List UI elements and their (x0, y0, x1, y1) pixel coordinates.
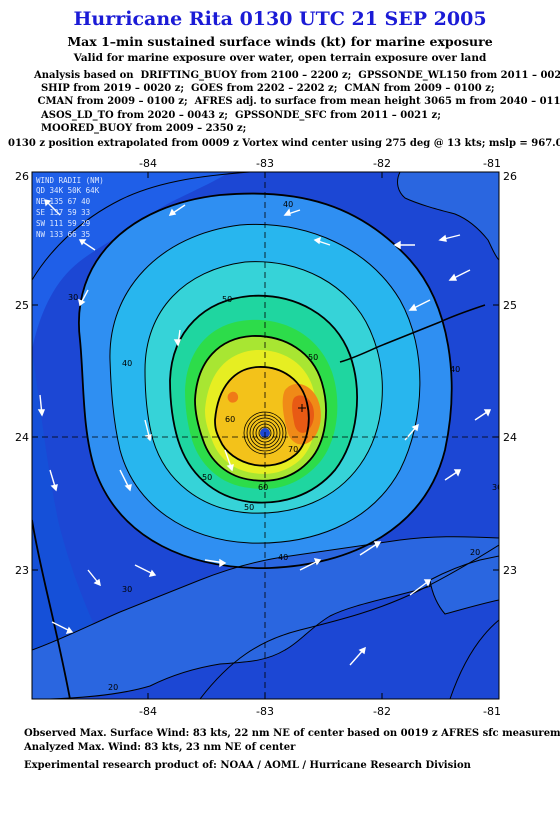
contour-label: 30 (68, 293, 78, 302)
lat-label: 24 (15, 431, 29, 444)
lat-labels-left: 26 25 24 23 (15, 170, 29, 577)
analysis-line: SHIP from 2019 – 0020 z; GOES from 2202 … (34, 83, 495, 95)
axis-ticks (32, 171, 500, 699)
credit-line: Experimental research product of: NOAA /… (24, 760, 471, 771)
analysis-line: MOORED_BUOY from 2009 – 2350 z; (34, 122, 247, 134)
contour-label: 40 (450, 365, 460, 374)
lon-labels-top: -84 -83 -82 -81 (139, 157, 501, 170)
legend-header: QD 34K 50K 64K (36, 186, 100, 195)
contour-label: 50 (222, 295, 232, 304)
contour-label: 30 (492, 483, 502, 492)
legend-title: WIND RADII (NM) (36, 176, 104, 185)
position-note: 0130 z position extrapolated from 0009 z… (8, 138, 560, 149)
legend-row: NE 135 67 40 (36, 197, 91, 206)
lon-label: -84 (139, 157, 157, 170)
contour-labels: 40 50 40 30 50 60 70 60 50 40 30 20 40 2… (68, 200, 502, 692)
wind-contour-field: 40 50 40 30 50 60 70 60 50 40 30 20 40 2… (32, 172, 502, 699)
lon-label: -83 (256, 157, 274, 170)
coastline-florida-keys (397, 172, 499, 261)
contour-label: 60 (225, 415, 235, 424)
lon-label: -82 (373, 705, 391, 718)
contour-label: 50 (308, 353, 318, 362)
legend-row: SE 137 59 33 (36, 208, 90, 217)
contour-label: 60 (258, 483, 268, 492)
page-title: Hurricane Rita 0130 UTC 21 SEP 2005 (73, 8, 487, 30)
contour-label: 40 (283, 200, 293, 209)
lat-label: 24 (503, 431, 517, 444)
contour-label: 50 (244, 503, 254, 512)
lat-label: 25 (503, 299, 517, 312)
coastline-keys-chain (339, 304, 486, 363)
lon-label: -84 (139, 705, 157, 718)
lon-label: -81 (483, 705, 501, 718)
contour-label: 70 (288, 445, 298, 454)
analysis-line: CMAN from 2009 – 0100 z; AFRES adj. to s… (34, 96, 560, 108)
page-subtitle-exposure: Valid for marine exposure over water, op… (73, 52, 487, 64)
contour-label: 50 (202, 473, 212, 482)
lat-labels-right: 26 25 24 23 (503, 170, 517, 577)
lon-label: -83 (256, 705, 274, 718)
lon-label: -82 (373, 157, 391, 170)
wind-vectors (37, 199, 492, 666)
analyzed-max-wind: Analyzed Max. Wind: 83 kts, 23 nm NE of … (24, 742, 296, 753)
contour-label: 30 (122, 585, 132, 594)
contour-label: 40 (122, 359, 132, 368)
contour-label: 40 (278, 553, 288, 562)
lat-label: 23 (503, 564, 517, 577)
observed-max-wind: Observed Max. Surface Wind: 83 kts, 22 n… (24, 728, 560, 739)
analysis-line: ASOS_LD_TO from 2020 – 0043 z; GPSSONDE_… (34, 109, 441, 121)
lon-labels-bottom: -84 -83 -82 -81 (139, 705, 501, 718)
lat-label: 23 (15, 564, 29, 577)
crosshair-lines (32, 172, 499, 699)
wind-radii-legend: WIND RADII (NM) QD 34K 50K 64K NE 135 67… (36, 176, 104, 239)
analysis-sources: Analysis based on DRIFTING_BUOY from 210… (34, 69, 560, 135)
lon-label: -81 (483, 157, 501, 170)
max-wind-marker (298, 404, 306, 412)
contour-label: 20 (108, 683, 118, 692)
analysis-line: Analysis based on DRIFTING_BUOY from 210… (34, 70, 560, 81)
lat-label: 26 (503, 170, 517, 183)
lat-label: 26 (15, 170, 29, 183)
wind-field-map: 40 50 40 30 50 60 70 60 50 40 30 20 40 2… (15, 157, 517, 718)
lat-label: 25 (15, 299, 29, 312)
legend-row: SW 111 59 29 (36, 219, 90, 228)
page-subtitle: Max 1–min sustained surface winds (kt) f… (67, 34, 493, 49)
contour-label: 20 (470, 548, 480, 557)
legend-row: NW 133 66 35 (36, 230, 90, 239)
isotach-lines (32, 172, 499, 699)
coastline-bahamas (429, 555, 499, 615)
